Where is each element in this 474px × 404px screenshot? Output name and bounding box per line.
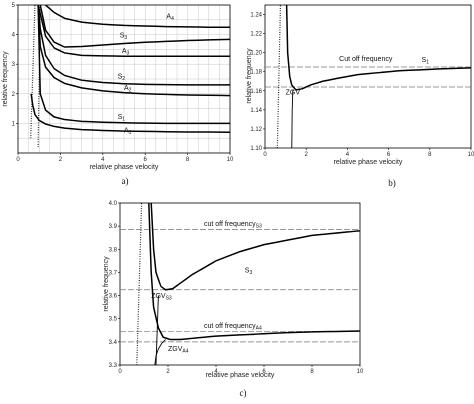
x-tick-label: 4 [214, 369, 218, 375]
zgv-label: ZGV [286, 90, 301, 97]
x-tick-label: 10 [468, 152, 474, 158]
chart-panel-3: 0 2 4 6 8 10 3.3 3.4 3.5 3.6 3.7 3.8 3.9 4.0 relative … [103, 201, 364, 398]
plot-frame [264, 4, 472, 149]
series-line-rays [30, 5, 36, 139]
y-tick-label: 1 [12, 121, 16, 127]
y-tick-label: 5 [12, 3, 16, 9]
x-tick-label: 2 [59, 157, 63, 163]
series-line-s1 [37, 5, 230, 125]
series-label-s1: S1 [118, 114, 126, 123]
y-tick-label: 3 [12, 62, 16, 68]
x-axis-label: relative phase velocity [334, 159, 403, 166]
panel-label: b) [388, 178, 396, 188]
y-tick-label: 3.4 [109, 340, 118, 346]
y-tick-label: 1.20 [250, 51, 262, 57]
series-label-s3: S3 [120, 33, 128, 42]
y-tick-label: 4 [12, 33, 16, 39]
series-line-rays [276, 5, 282, 148]
y-tick-label: 1.12 [250, 127, 262, 133]
x-tick-label: 2 [166, 369, 170, 375]
series-label-a3: A3 [122, 48, 130, 57]
series-line-a4 [45, 5, 230, 28]
series-line-a2 [37, 5, 230, 97]
y-tick-label: 3.3 [109, 363, 118, 369]
panel-label: a) [122, 176, 129, 186]
y-tick-label: 1.16 [250, 89, 262, 95]
series-line-a3 [37, 5, 230, 57]
series-label: S3 [245, 267, 253, 276]
plot-frame [119, 202, 361, 366]
cutoff-annotation: cut off frequencyA4 [204, 323, 262, 332]
series-line-s1b [291, 89, 295, 148]
x-axis-label: relative phase velocity [90, 164, 159, 171]
plot-area [276, 5, 471, 148]
y-tick-label: 3.5 [109, 317, 118, 323]
x-tick-label: 6 [144, 157, 148, 163]
x-tick-label: 4 [346, 152, 350, 158]
series-line-rays [136, 203, 143, 365]
y-tick-label: 3.9 [109, 224, 118, 230]
y-tick-label: 1.14 [250, 108, 262, 114]
y-axis-label: relative frequency [2, 51, 9, 107]
y-tick-label: 3.8 [109, 247, 118, 253]
series-label-a1: A1 [124, 127, 132, 136]
series-line-s3b [155, 295, 159, 365]
panel-label: c) [240, 388, 247, 398]
zgv-label: ZGVA4 [168, 346, 189, 355]
plot-area [30, 5, 230, 148]
series-line-s3 [150, 203, 360, 291]
plot-frame [17, 4, 231, 154]
x-tick-label: 0 [263, 152, 267, 158]
y-tick-label: 1.22 [250, 32, 262, 38]
y-tick-label: 4.0 [109, 201, 118, 207]
series-label-s2: S2 [118, 73, 126, 82]
y-tick-label: 3.6 [109, 294, 118, 300]
x-tick-label: 0 [118, 369, 122, 375]
x-tick-label: 8 [310, 369, 314, 375]
cutoff-annotation: cut off frequencyS3 [204, 221, 262, 230]
x-tick-label: 6 [262, 369, 266, 375]
x-tick-label: 0 [16, 157, 20, 163]
y-tick-label: 1.18 [250, 70, 262, 76]
x-tick-label: 8 [428, 152, 432, 158]
series-line-a1 [30, 93, 230, 134]
series-line-s2 [37, 5, 230, 86]
series-label-a2: A2 [124, 85, 132, 94]
y-axis-label: relative frequency [246, 48, 253, 104]
y-tick-label: 1.24 [250, 13, 262, 19]
zgv-label: ZGVS3 [151, 293, 172, 302]
x-tick-label: 10 [227, 157, 234, 163]
x-tick-label: 6 [387, 152, 391, 158]
series-line-s3 [39, 5, 230, 48]
x-axis-label: relative phase velocity [206, 372, 275, 379]
cutoff-annotation: Cut off frequency [339, 56, 393, 63]
series-label-a4: A4 [166, 13, 174, 22]
y-axis-label: relative frequency [103, 256, 110, 312]
series-label: S1 [422, 57, 430, 65]
y-tick-label: 1.10 [250, 146, 262, 152]
series-line-a4 [148, 203, 360, 341]
x-tick-label: 8 [186, 157, 190, 163]
series-line-s1 [285, 5, 471, 91]
x-tick-label: 4 [101, 157, 105, 163]
x-tick-label: 10 [357, 369, 364, 375]
chart-panel-2: 0 2 4 6 8 10 1.10 1.12 1.14 1.16 1.18 1.20 1.22 1.24 r… [246, 4, 474, 188]
x-tick-label: 2 [305, 152, 309, 158]
series-line-a4b [154, 339, 167, 365]
y-tick-label: 2 [12, 92, 16, 98]
y-tick-label: 3.7 [109, 270, 118, 276]
plot-area [136, 203, 360, 365]
